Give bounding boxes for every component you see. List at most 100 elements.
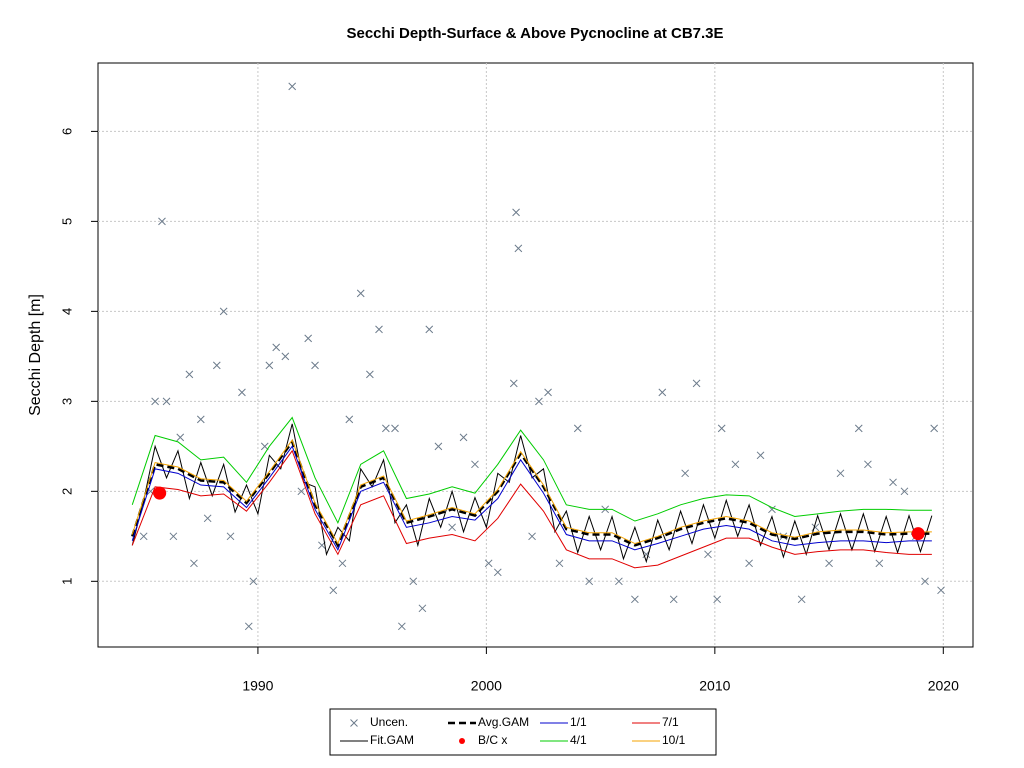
data-point [756,451,765,460]
y-axis-label: Secchi Depth [m] [27,294,44,416]
data-point [448,523,456,532]
data-point [514,244,523,253]
data-point [185,370,194,379]
data-point [864,460,872,469]
data-point [375,325,383,334]
y-tick-label: 6 [59,128,74,135]
data-point [329,586,338,595]
data-point [937,586,945,595]
data-point [555,559,564,568]
data-point [745,559,753,568]
data-point [535,397,543,406]
y-tick-label: 2 [59,488,74,495]
x-tick-label: 2000 [471,678,502,694]
gam-line [131,416,932,525]
data-point [731,460,740,469]
gam-line [131,439,932,549]
data-point [509,379,518,388]
data-point [544,388,552,397]
data-point [265,361,274,370]
data-point [158,217,166,226]
x-tick-label: 2010 [699,678,730,694]
data-point [658,388,667,397]
y-tick-label: 3 [59,398,74,405]
gam-line [131,445,932,551]
data-point [382,424,390,433]
legend-label: Avg.GAM [478,715,529,729]
data-point [288,82,297,91]
data-point [203,514,212,523]
data-point [875,559,884,568]
data-point [260,442,269,451]
bc-point [153,486,167,500]
data-point [631,595,639,604]
data-point [162,397,171,406]
data-point [900,487,909,496]
y-tick-label: 1 [59,578,74,585]
legend-label: 7/1 [662,715,679,729]
gam-line [131,449,932,569]
data-point [836,469,845,478]
data-point [297,487,306,496]
data-point [196,415,205,424]
data-point [493,568,502,577]
data-point [692,379,701,388]
legend-label: 4/1 [570,733,587,747]
data-point [226,532,235,541]
data-point [471,460,479,469]
data-point [345,415,354,424]
data-point [338,559,347,568]
data-point [311,361,319,370]
chart-title: Secchi Depth-Surface & Above Pycnocline … [346,25,723,42]
data-point [244,622,253,631]
data-point [190,559,198,568]
plot-frame [97,62,974,648]
data-point [930,424,939,433]
legend-symbol [459,738,465,744]
legend-box [329,708,717,756]
data-point [484,559,493,568]
legend-label: 10/1 [662,733,686,747]
data-point [889,478,897,487]
data-point [704,550,712,559]
data-point [212,361,221,370]
legend-label: Uncen. [370,715,408,729]
data-point [397,622,406,631]
gam-line [131,423,933,564]
data-point [366,370,374,379]
data-point [512,208,520,217]
data-point [434,442,443,451]
gam-line [131,438,932,545]
data-point [768,505,776,514]
data-point [219,307,228,316]
data-point [304,334,313,343]
data-point [669,595,678,604]
data-point [797,595,806,604]
data-point [825,559,833,568]
data-point [409,577,418,586]
data-point [459,433,468,442]
data-point [272,343,281,352]
legend-label: 1/1 [570,715,587,729]
data-point [921,577,929,586]
data-point [573,424,582,433]
data-point [528,532,536,541]
data-point [169,532,178,541]
data-point [418,604,427,613]
data-point [615,577,623,586]
data-point [281,352,290,361]
bc-point [911,527,925,541]
data-point [356,289,365,298]
legend-label: Fit.GAM [370,733,414,747]
data-point [585,577,594,586]
data-point [139,532,148,541]
data-point [681,469,689,478]
data-point [151,397,159,406]
y-tick-label: 5 [59,218,74,225]
data-point [854,424,863,433]
legend-symbol [350,719,358,727]
data-point [238,388,246,397]
data-point [713,595,721,604]
data-point [176,433,185,442]
data-point [717,424,726,433]
